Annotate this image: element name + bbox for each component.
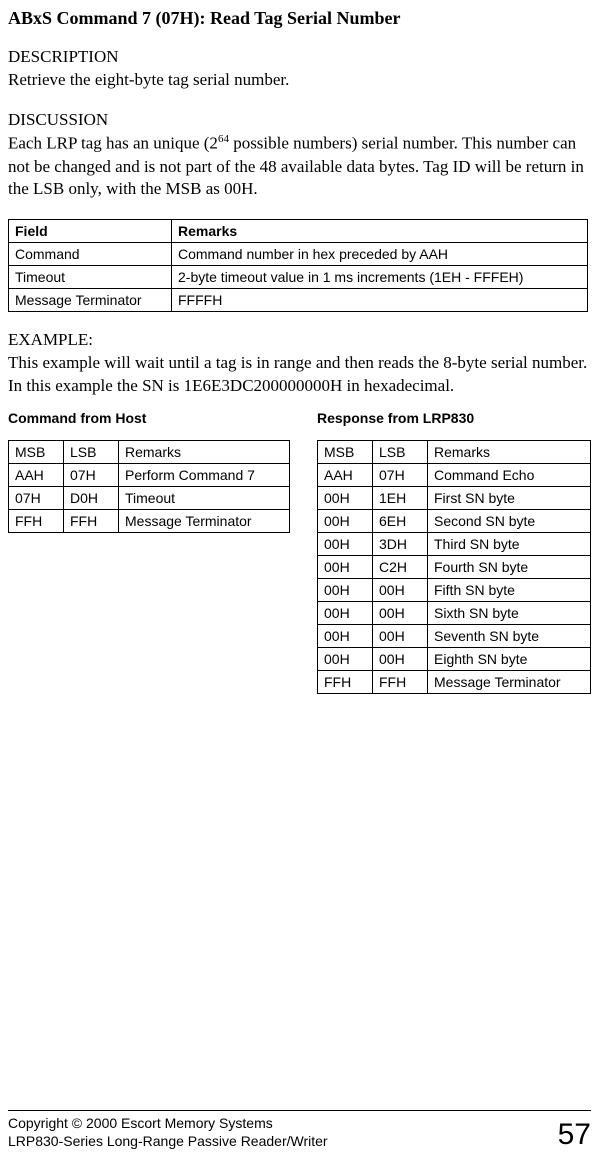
- table-header-row: MSB LSB Remarks: [318, 441, 591, 464]
- lsb-cell: 1EH: [373, 487, 428, 510]
- table-row: 00H6EHSecond SN byte: [318, 510, 591, 533]
- remarks-header: Remarks: [119, 441, 290, 464]
- footer-divider: [8, 1110, 591, 1111]
- remarks-cell: Sixth SN byte: [428, 602, 591, 625]
- description-heading: DESCRIPTION: [8, 47, 591, 67]
- remarks-cell: Fourth SN byte: [428, 556, 591, 579]
- field-header: Field: [9, 220, 172, 243]
- remarks-cell: Message Terminator: [119, 510, 290, 533]
- discussion-pre: Each LRP tag has an unique (2: [8, 134, 218, 153]
- field-cell: Message Terminator: [9, 289, 172, 312]
- remarks-cell: First SN byte: [428, 487, 591, 510]
- msb-cell: AAH: [9, 464, 64, 487]
- table-row: 00H1EHFirst SN byte: [318, 487, 591, 510]
- host-table: MSB LSB Remarks AAH07HPerform Command 7 …: [8, 440, 290, 533]
- discussion-sup: 64: [218, 133, 229, 145]
- table-row: AAH07HCommand Echo: [318, 464, 591, 487]
- lsb-cell: 00H: [373, 579, 428, 602]
- lsb-cell: 00H: [373, 648, 428, 671]
- lsb-cell: FFH: [373, 671, 428, 694]
- host-column: Command from Host MSB LSB Remarks AAH07H…: [8, 410, 290, 533]
- example-heading: EXAMPLE:: [8, 330, 591, 350]
- table-row: 00HC2HFourth SN byte: [318, 556, 591, 579]
- table-row: Command Command number in hex preceded b…: [9, 243, 588, 266]
- discussion-heading: DISCUSSION: [8, 110, 591, 130]
- page-title: ABxS Command 7 (07H): Read Tag Serial Nu…: [8, 8, 591, 29]
- response-table-title: Response from LRP830: [317, 410, 591, 426]
- remarks-cell: Seventh SN byte: [428, 625, 591, 648]
- remarks-cell: Fifth SN byte: [428, 579, 591, 602]
- lsb-cell: 07H: [373, 464, 428, 487]
- msb-cell: 00H: [318, 648, 373, 671]
- table-row: 00H3DHThird SN byte: [318, 533, 591, 556]
- table-row: 00H00HSeventh SN byte: [318, 625, 591, 648]
- msb-header: MSB: [9, 441, 64, 464]
- table-row: 00H00HEighth SN byte: [318, 648, 591, 671]
- field-cell: Command: [9, 243, 172, 266]
- footer-copyright: Copyright © 2000 Escort Memory Systems: [8, 1115, 328, 1133]
- table-row: AAH07HPerform Command 7: [9, 464, 290, 487]
- remarks-header: Remarks: [172, 220, 588, 243]
- discussion-text: Each LRP tag has an unique (264 possible…: [8, 132, 591, 201]
- lsb-cell: 3DH: [373, 533, 428, 556]
- lsb-cell: 00H: [373, 625, 428, 648]
- host-table-title: Command from Host: [8, 410, 290, 426]
- msb-cell: 07H: [9, 487, 64, 510]
- table-header-row: MSB LSB Remarks: [9, 441, 290, 464]
- msb-header: MSB: [318, 441, 373, 464]
- msb-cell: 00H: [318, 487, 373, 510]
- description-text: Retrieve the eight-byte tag serial numbe…: [8, 69, 591, 92]
- table-row: 07HD0HTimeout: [9, 487, 290, 510]
- table-row: 00H00HFifth SN byte: [318, 579, 591, 602]
- remarks-cell: Command number in hex preceded by AAH: [172, 243, 588, 266]
- lsb-cell: 07H: [64, 464, 119, 487]
- remarks-cell: Message Terminator: [428, 671, 591, 694]
- example-tables-row: Command from Host MSB LSB Remarks AAH07H…: [8, 410, 591, 694]
- lsb-cell: 00H: [373, 602, 428, 625]
- msb-cell: 00H: [318, 579, 373, 602]
- footer-text-block: Copyright © 2000 Escort Memory Systems L…: [8, 1115, 328, 1150]
- remarks-cell: Perform Command 7: [119, 464, 290, 487]
- remarks-cell: 2-byte timeout value in 1 ms increments …: [172, 266, 588, 289]
- field-cell: Timeout: [9, 266, 172, 289]
- msb-cell: 00H: [318, 625, 373, 648]
- example-text: This example will wait until a tag is in…: [8, 352, 591, 398]
- lsb-header: LSB: [373, 441, 428, 464]
- field-table: Field Remarks Command Command number in …: [8, 219, 588, 312]
- msb-cell: 00H: [318, 556, 373, 579]
- remarks-cell: Eighth SN byte: [428, 648, 591, 671]
- remarks-header: Remarks: [428, 441, 591, 464]
- remarks-cell: FFFFH: [172, 289, 588, 312]
- lsb-cell: C2H: [373, 556, 428, 579]
- msb-cell: FFH: [318, 671, 373, 694]
- table-row: FFHFFHMessage Terminator: [318, 671, 591, 694]
- remarks-cell: Third SN byte: [428, 533, 591, 556]
- footer-content: Copyright © 2000 Escort Memory Systems L…: [8, 1115, 591, 1150]
- remarks-cell: Command Echo: [428, 464, 591, 487]
- lsb-cell: FFH: [64, 510, 119, 533]
- lsb-cell: 6EH: [373, 510, 428, 533]
- msb-cell: 00H: [318, 510, 373, 533]
- lsb-header: LSB: [64, 441, 119, 464]
- msb-cell: FFH: [9, 510, 64, 533]
- msb-cell: AAH: [318, 464, 373, 487]
- lsb-cell: D0H: [64, 487, 119, 510]
- remarks-cell: Second SN byte: [428, 510, 591, 533]
- table-row: Timeout 2-byte timeout value in 1 ms inc…: [9, 266, 588, 289]
- table-row: 00H00HSixth SN byte: [318, 602, 591, 625]
- page-footer: Copyright © 2000 Escort Memory Systems L…: [8, 1110, 591, 1150]
- footer-product: LRP830-Series Long-Range Passive Reader/…: [8, 1133, 328, 1151]
- page-number: 57: [558, 1120, 591, 1150]
- msb-cell: 00H: [318, 533, 373, 556]
- response-table: MSB LSB Remarks AAH07HCommand Echo 00H1E…: [317, 440, 591, 694]
- page-container: ABxS Command 7 (07H): Read Tag Serial Nu…: [0, 0, 601, 1162]
- table-header-row: Field Remarks: [9, 220, 588, 243]
- msb-cell: 00H: [318, 602, 373, 625]
- table-row: Message Terminator FFFFH: [9, 289, 588, 312]
- remarks-cell: Timeout: [119, 487, 290, 510]
- response-column: Response from LRP830 MSB LSB Remarks AAH…: [317, 410, 591, 694]
- table-row: FFHFFHMessage Terminator: [9, 510, 290, 533]
